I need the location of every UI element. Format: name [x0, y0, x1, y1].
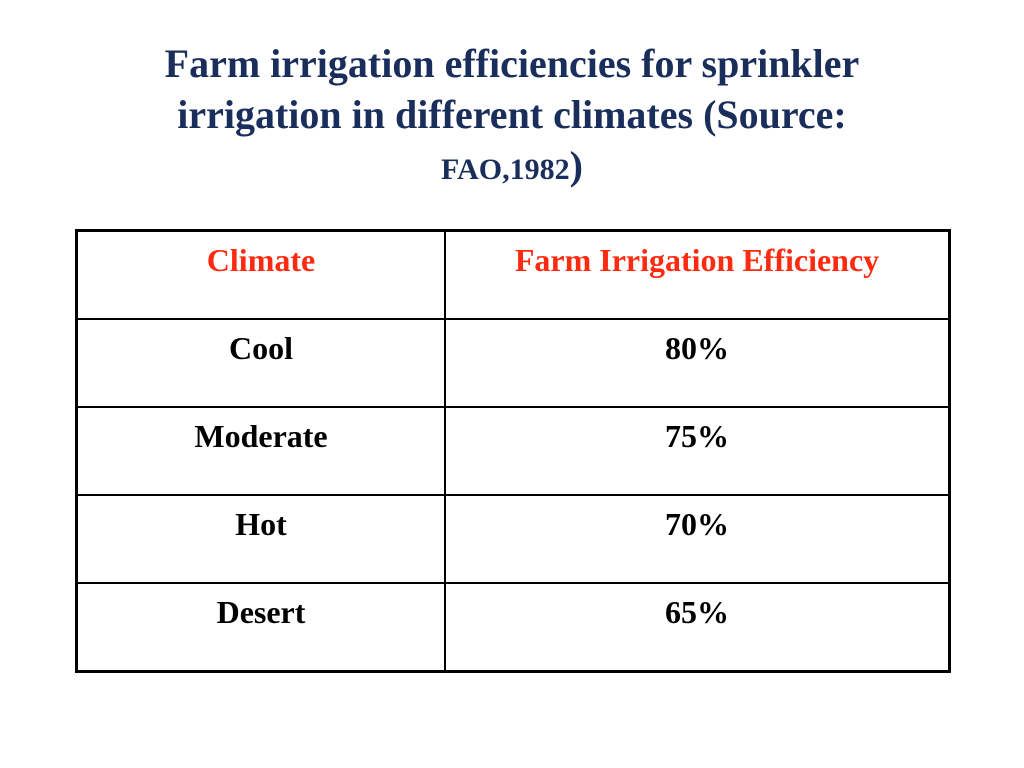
title-source: FAO,1982 [441, 153, 570, 186]
efficiency-cell: 70% [444, 494, 950, 584]
climate-cell: Desert [76, 582, 446, 672]
table-row: Moderate 75% [76, 406, 950, 496]
title-line-2: irrigation in different climates (Source… [177, 92, 847, 137]
table-row: Cool 80% [76, 318, 950, 408]
header-efficiency: Farm Irrigation Efficiency [444, 230, 950, 320]
slide-title: Farm irrigation efficiencies for sprinkl… [60, 38, 964, 195]
title-line-1: Farm irrigation efficiencies for sprinkl… [164, 41, 860, 86]
efficiency-cell: 80% [444, 318, 950, 408]
header-climate: Climate [76, 230, 446, 320]
efficiency-cell: 65% [444, 582, 950, 672]
efficiency-cell: 75% [444, 406, 950, 496]
efficiency-table: Climate Farm Irrigation Efficiency Cool … [75, 229, 951, 673]
title-closing-paren: ) [569, 143, 583, 188]
table-header-row: Climate Farm Irrigation Efficiency [76, 230, 950, 320]
climate-cell: Moderate [76, 406, 446, 496]
table-row: Desert 65% [76, 582, 950, 672]
climate-cell: Hot [76, 494, 446, 584]
climate-cell: Cool [76, 318, 446, 408]
title-line-3: FAO,1982) [60, 140, 964, 195]
table-row: Hot 70% [76, 494, 950, 584]
